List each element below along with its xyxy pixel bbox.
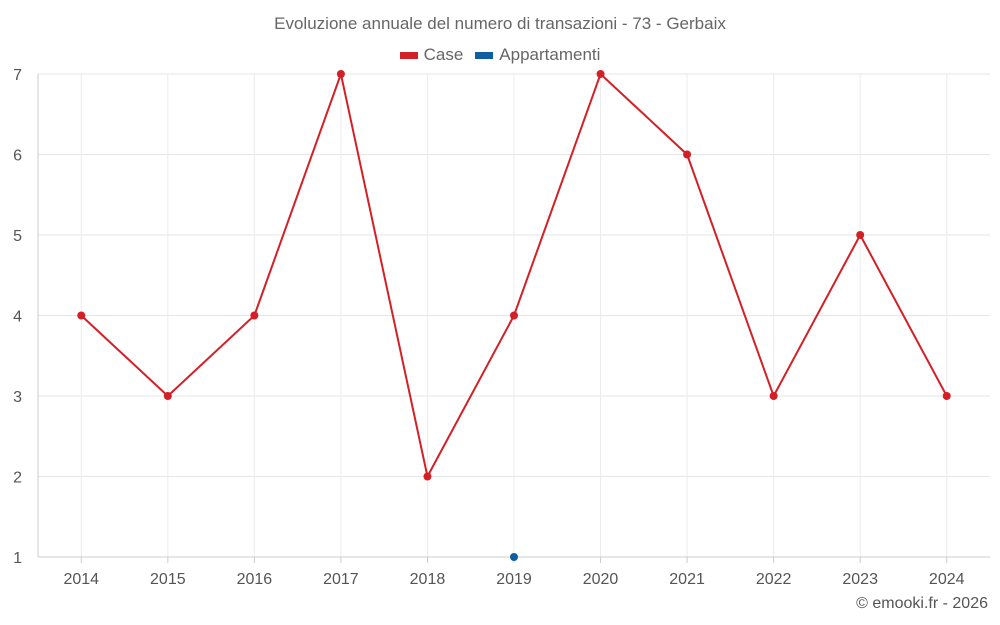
data-point-case-2024: [942, 392, 951, 400]
x-tick-label-2021: 2021: [669, 571, 705, 588]
data-point-case-2021: [683, 150, 692, 159]
x-tick-label-2022: 2022: [756, 571, 792, 588]
legend-item-appartamenti[interactable]: Appartamenti: [475, 45, 600, 65]
legend-label-case: Case: [423, 45, 464, 64]
legend-label-appartamenti: Appartamenti: [499, 45, 601, 64]
data-point-case-2023: [856, 231, 865, 239]
legend-swatch-appartamenti: [475, 51, 494, 59]
x-tick-label-2017: 2017: [323, 571, 359, 588]
x-tick-label-2018: 2018: [410, 571, 446, 588]
data-point-case-2018: [423, 472, 432, 481]
y-tick-label-1: 1: [13, 550, 22, 567]
footer-credit: © emooki.fr - 2026: [856, 595, 988, 612]
y-tick-label-2: 2: [13, 470, 22, 487]
data-point-case-2015: [163, 392, 172, 400]
y-tick-label-3: 3: [13, 389, 22, 406]
data-point-case-2016: [250, 311, 259, 320]
y-tick-label-7: 7: [13, 67, 22, 84]
data-point-appartamenti-2019: [510, 553, 518, 561]
legend-swatch-case: [399, 51, 418, 59]
y-tick-label-5: 5: [13, 228, 22, 245]
x-tick-label-2024: 2024: [929, 571, 965, 588]
x-tick-label-2015: 2015: [150, 571, 186, 588]
y-tick-label-6: 6: [13, 148, 22, 165]
y-tick-label-4: 4: [13, 309, 22, 326]
data-point-case-2017: [336, 70, 345, 78]
x-tick-label-2014: 2014: [63, 571, 99, 588]
chart-legend: Case Appartamenti: [0, 45, 1000, 65]
data-point-case-2014: [77, 311, 86, 320]
data-point-case-2022: [769, 392, 778, 400]
x-tick-label-2023: 2023: [842, 571, 878, 588]
data-point-case-2020: [596, 70, 605, 78]
data-point-case-2019: [510, 311, 518, 320]
legend-item-case[interactable]: Case: [399, 45, 464, 65]
chart-title: Evoluzione annuale del numero di transaz…: [274, 14, 726, 33]
x-tick-label-2019: 2019: [496, 571, 532, 588]
x-tick-label-2020: 2020: [583, 571, 619, 588]
x-tick-label-2016: 2016: [237, 571, 273, 588]
